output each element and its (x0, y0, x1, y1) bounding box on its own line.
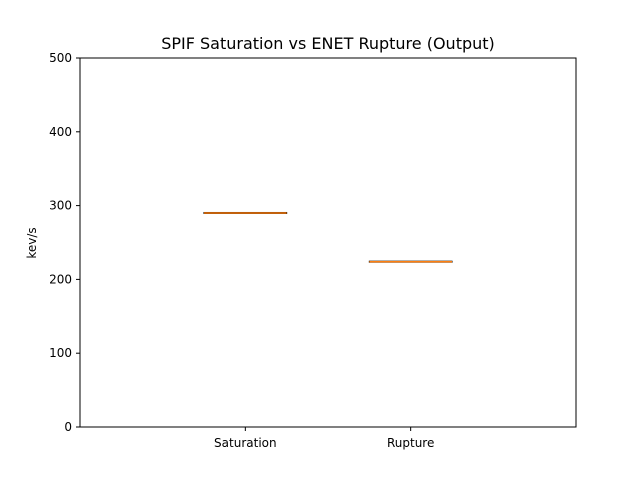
x-axis-ticks: Saturation Rupture (214, 427, 434, 450)
x-tick-label: Saturation (214, 436, 277, 450)
y-tick-label: 500 (49, 51, 72, 65)
y-tick-label: 300 (49, 199, 72, 213)
box-rupture (368, 260, 453, 263)
y-tick-label: 100 (49, 346, 72, 360)
y-axis-ticks: 0 100 200 300 400 500 (49, 51, 80, 434)
box-saturation (203, 211, 288, 214)
y-tick-label: 200 (49, 272, 72, 286)
y-tick-label: 0 (64, 420, 72, 434)
y-axis-label: kev/s (25, 227, 39, 258)
x-tick-label: Rupture (387, 436, 434, 450)
box-plots (203, 211, 453, 263)
y-tick-label: 400 (49, 125, 72, 139)
chart-title: SPIF Saturation vs ENET Rupture (Output) (161, 34, 495, 53)
plot-area-frame (79, 57, 577, 428)
